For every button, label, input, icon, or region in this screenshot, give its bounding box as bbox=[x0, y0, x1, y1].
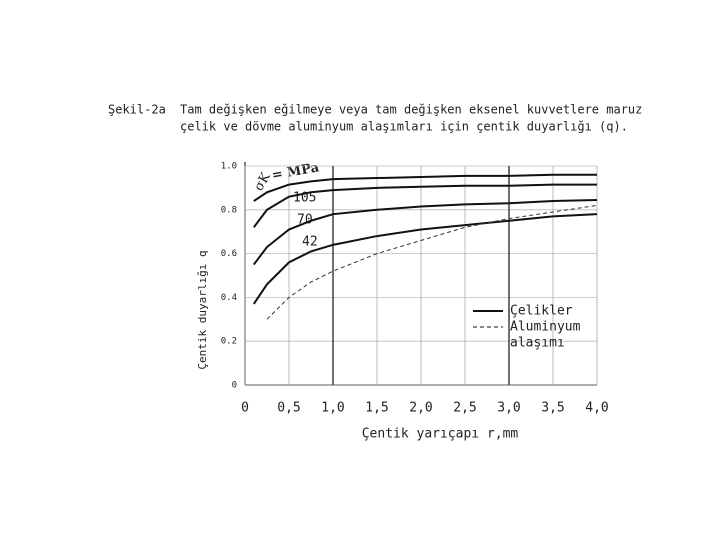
x-tick-label: 2,5 bbox=[453, 401, 476, 416]
x-tick-label: 1,5 bbox=[365, 401, 388, 416]
y-tick-label: 0.2 bbox=[221, 337, 237, 347]
series-line bbox=[253, 183, 597, 228]
y-tick-label: 0.6 bbox=[221, 249, 237, 259]
x-tick-label: 3,0 bbox=[497, 401, 520, 416]
x-tick-label: 3,5 bbox=[541, 401, 564, 416]
x-tick-label: 0 bbox=[241, 401, 249, 416]
legend-label: alaşımı bbox=[510, 336, 565, 351]
x-tick-label: 0,5 bbox=[277, 401, 300, 416]
legend-label: Aluminyum bbox=[510, 320, 581, 335]
chart-title: Tam değişken eğilmeye veya tam değişken … bbox=[180, 103, 642, 117]
x-tick-label: 4,0 bbox=[585, 401, 608, 416]
y-tick-label: 0.4 bbox=[221, 293, 237, 303]
y-tick-label: 0 bbox=[232, 381, 237, 391]
y-tick-label: 1.0 bbox=[221, 162, 237, 172]
annotation: = MPa bbox=[271, 160, 321, 183]
chart-title: çelik ve dövme aluminyum alaşımları için… bbox=[180, 120, 628, 134]
x-axis-label: Çentik yarıçapı r,mm bbox=[362, 427, 519, 442]
curve-label: 42 bbox=[302, 235, 318, 250]
series-line bbox=[253, 173, 597, 202]
x-tick-label: 2,0 bbox=[409, 401, 432, 416]
series-line bbox=[266, 204, 598, 320]
x-tick-label: 1,0 bbox=[321, 401, 344, 416]
series-line bbox=[252, 213, 598, 305]
series-line bbox=[253, 198, 598, 266]
y-axis-label: Çentik duyarlığı q bbox=[196, 250, 209, 369]
title-label: Şekil-2a bbox=[108, 103, 166, 117]
legend-label: Çelikler bbox=[510, 304, 573, 319]
y-tick-label: 0.8 bbox=[221, 205, 237, 215]
